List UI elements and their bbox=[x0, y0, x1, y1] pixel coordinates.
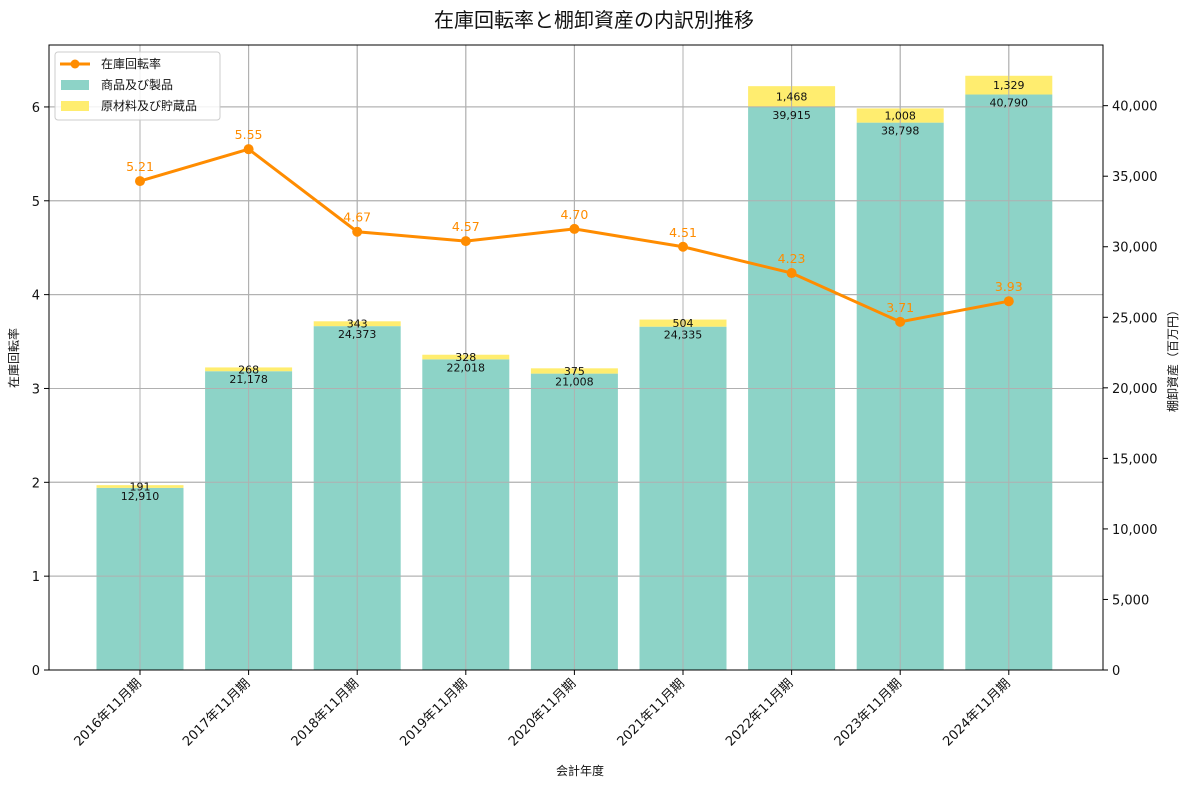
turnover-label: 3.71 bbox=[886, 300, 914, 315]
bar-label-products: 21,178 bbox=[229, 373, 268, 386]
turnover-marker bbox=[243, 144, 254, 155]
turnover-marker bbox=[786, 268, 797, 279]
x-tick-label: 2018年11月期 bbox=[289, 676, 362, 749]
y2-tick-label: 30,000 bbox=[1112, 241, 1158, 256]
bar-label-products: 24,373 bbox=[338, 328, 377, 341]
turnover-line: 5.21 5.55 4.67 4.57 4.70 4.51 4.23 3.71 3.93 bbox=[126, 127, 1023, 327]
legend: 在庫回転率 商品及び製品 原材料及び貯蔵品 bbox=[54, 51, 221, 121]
turnover-marker bbox=[352, 226, 363, 237]
y2-tick-label: 5,000 bbox=[1112, 593, 1149, 608]
turnover-marker bbox=[569, 223, 580, 234]
chart-title: 在庫回転率と棚卸資産の内訳別推移 bbox=[434, 8, 754, 32]
turnover-label: 5.21 bbox=[126, 159, 154, 174]
bar-label-products: 12,910 bbox=[121, 490, 160, 503]
x-tick-label: 2024年11月期 bbox=[940, 676, 1013, 749]
y-tick-label: 4 bbox=[32, 289, 40, 304]
y2-tick-label: 20,000 bbox=[1112, 382, 1158, 397]
bar-label-products: 40,790 bbox=[990, 97, 1029, 110]
turnover-marker bbox=[678, 241, 688, 252]
y2-tick-label: 10,000 bbox=[1112, 523, 1158, 538]
x-tick-label: 2021年11月期 bbox=[615, 676, 688, 749]
bar-label-products: 24,335 bbox=[664, 329, 703, 342]
x-tick-label: 2022年11月期 bbox=[723, 676, 796, 749]
legend-swatch-materials bbox=[61, 101, 89, 111]
bar-label-materials: 504 bbox=[673, 317, 694, 330]
y2-tick-label: 40,000 bbox=[1112, 100, 1158, 115]
bar-label-materials: 268 bbox=[238, 363, 259, 376]
legend-item-products: 商品及び製品 bbox=[101, 77, 173, 92]
y-axis-label: 在庫回転率 bbox=[6, 328, 21, 388]
turnover-label: 4.67 bbox=[343, 210, 371, 225]
legend-item-turnover: 在庫回転率 bbox=[101, 56, 161, 71]
bar-label-materials: 343 bbox=[347, 318, 368, 331]
x-tick-label: 2016年11月期 bbox=[72, 676, 145, 749]
legend-box bbox=[54, 51, 221, 121]
y2-tick-label: 25,000 bbox=[1112, 311, 1158, 326]
bar-label-materials: 1,329 bbox=[993, 79, 1025, 92]
y-tick-label: 0 bbox=[32, 664, 40, 679]
bar-label-products: 39,915 bbox=[772, 109, 811, 122]
turnover-label: 4.57 bbox=[452, 219, 480, 234]
y2-tick-label: 0 bbox=[1112, 664, 1120, 679]
bar-label-products: 21,008 bbox=[555, 376, 594, 389]
bar-label-products: 22,018 bbox=[447, 361, 486, 374]
turnover-label: 3.93 bbox=[995, 279, 1023, 294]
turnover-marker bbox=[460, 236, 471, 247]
y2-tick-label: 15,000 bbox=[1112, 452, 1158, 467]
x-tick-label: 2019年11月期 bbox=[397, 676, 470, 749]
y-tick-label: 1 bbox=[32, 570, 40, 585]
x-tick-label: 2020年11月期 bbox=[506, 676, 579, 749]
turnover-marker bbox=[895, 316, 906, 327]
bar-label-materials: 191 bbox=[130, 481, 151, 494]
bar-label-materials: 328 bbox=[455, 351, 476, 364]
y-tick-label: 2 bbox=[32, 476, 40, 491]
legend-marker-icon bbox=[70, 59, 80, 69]
legend-swatch-products bbox=[61, 80, 89, 90]
turnover-label: 4.51 bbox=[669, 225, 697, 240]
turnover-label: 5.55 bbox=[235, 127, 263, 142]
y-tick-label: 6 bbox=[32, 101, 40, 116]
legend-item-materials: 原材料及び貯蔵品 bbox=[101, 99, 197, 113]
plot-frame bbox=[48, 44, 1104, 671]
y-tick-label: 5 bbox=[32, 195, 40, 210]
bar-label-products: 38,798 bbox=[881, 125, 920, 138]
turnover-label: 4.70 bbox=[560, 207, 588, 222]
y2-axis-label: 棚卸資産（百万円） bbox=[1165, 304, 1180, 412]
turnover-marker bbox=[1003, 296, 1014, 307]
x-axis-label: 会計年度 bbox=[556, 763, 604, 778]
y2-tick-label: 35,000 bbox=[1112, 170, 1158, 185]
bar-label-materials: 1,468 bbox=[776, 91, 808, 104]
bar-label-materials: 1,008 bbox=[884, 110, 916, 123]
x-tick-label: 2017年11月期 bbox=[180, 676, 253, 749]
bar-label-materials: 375 bbox=[564, 365, 585, 378]
turnover-marker bbox=[135, 176, 145, 187]
turnover-label: 4.23 bbox=[778, 251, 806, 266]
x-tick-label: 2023年11月期 bbox=[832, 676, 905, 749]
y-tick-label: 3 bbox=[32, 382, 40, 397]
